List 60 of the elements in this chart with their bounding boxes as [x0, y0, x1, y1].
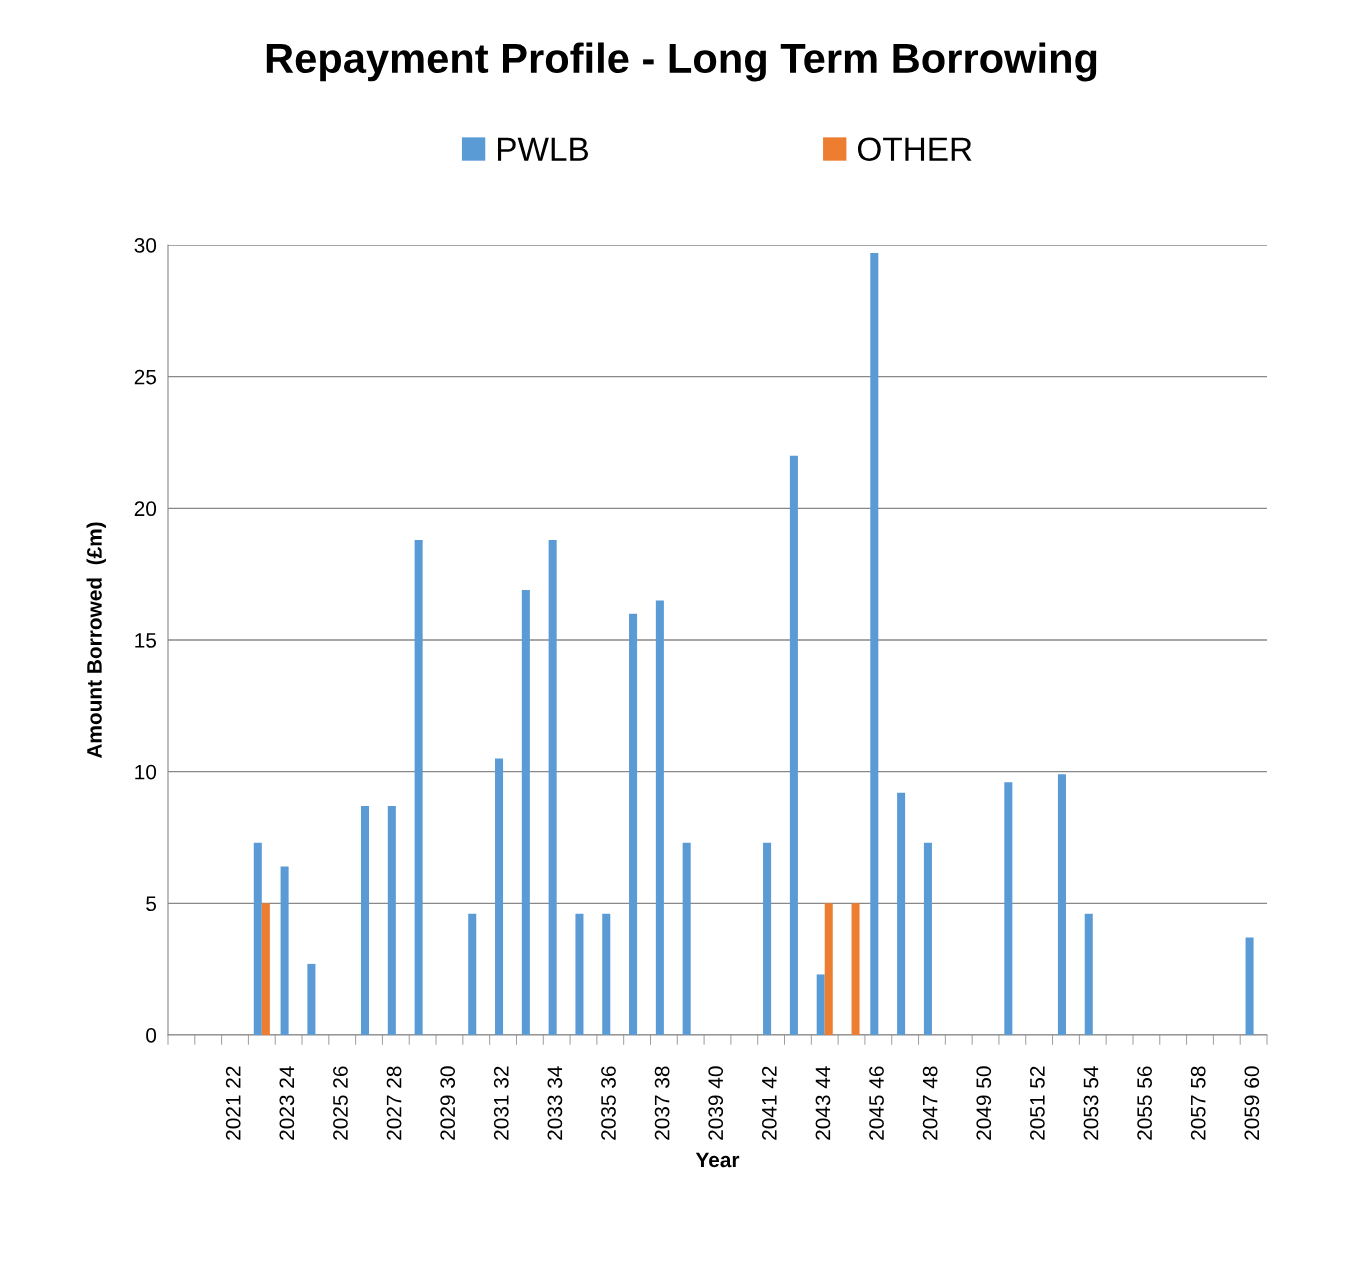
bar — [816, 974, 825, 1035]
bar — [763, 842, 772, 1035]
chart-title: Repayment Profile - Long Term Borrowing — [266, 42, 1097, 82]
y-tick-label: 30 — [134, 238, 157, 253]
bar — [548, 539, 557, 1035]
bar — [521, 589, 530, 1035]
x-tick-label: 2043 44 — [815, 1066, 831, 1140]
y-tick-label: 15 — [135, 633, 157, 648]
y-tick-label: 10 — [135, 764, 157, 780]
x-tick-label: 2049 50 — [976, 1066, 992, 1140]
x-tick-label: 2053 54 — [1083, 1066, 1099, 1140]
bar — [414, 539, 423, 1035]
bar — [851, 903, 860, 1035]
bar — [1004, 782, 1013, 1035]
y-tick-label: 5 — [146, 896, 157, 912]
bar — [824, 903, 833, 1035]
bar — [897, 792, 906, 1035]
x-tick-label: 2045 46 — [869, 1066, 884, 1140]
bar — [253, 842, 262, 1035]
x-tick-label: 2021 22 — [225, 1066, 241, 1140]
y-axis-title: Amount Borrowed (£m) — [86, 522, 106, 759]
x-tick-label: 2059 60 — [1244, 1066, 1260, 1140]
bar — [495, 758, 504, 1035]
x-tick-label: 2047 48 — [922, 1066, 938, 1140]
bar — [682, 842, 691, 1035]
bar — [602, 913, 611, 1035]
bar — [629, 613, 638, 1035]
bar — [655, 600, 664, 1035]
x-tick-label: 2025 26 — [333, 1066, 348, 1140]
bar — [575, 913, 584, 1035]
x-tick-label: 2035 36 — [601, 1066, 616, 1140]
y-tick-label: 0 — [146, 1028, 157, 1043]
bar — [361, 805, 370, 1035]
bar — [307, 963, 316, 1035]
x-tick-label: 2055 56 — [1137, 1066, 1152, 1140]
x-tick-label: 2041 42 — [761, 1066, 777, 1140]
x-tick-label: 2033 34 — [547, 1066, 563, 1140]
x-tick-label: 2023 24 — [279, 1066, 295, 1140]
y-tick-label: 20 — [134, 501, 157, 517]
x-tick-label: 2027 28 — [386, 1066, 402, 1140]
y-tick-label: 25 — [134, 369, 157, 385]
bar — [1084, 913, 1093, 1035]
bar — [923, 842, 932, 1035]
bar — [870, 252, 879, 1035]
bar — [387, 805, 396, 1035]
legend-label: PWLB — [498, 137, 588, 161]
x-tick-label: 2029 30 — [440, 1066, 456, 1140]
bar — [789, 455, 798, 1035]
x-tick-label: 2057 58 — [1190, 1066, 1206, 1140]
x-axis-title: Year — [695, 1152, 740, 1168]
x-tick-label: 2031 32 — [493, 1066, 509, 1140]
bar — [1057, 774, 1066, 1035]
bar — [468, 913, 477, 1035]
bar — [280, 866, 289, 1035]
bar — [1245, 937, 1254, 1035]
x-tick-label: 2037 38 — [654, 1066, 670, 1140]
x-tick-label: 2039 40 — [708, 1066, 724, 1140]
x-tick-label: 2051 52 — [1030, 1066, 1045, 1140]
bar — [261, 903, 270, 1035]
legend-label: OTHER — [857, 137, 972, 162]
